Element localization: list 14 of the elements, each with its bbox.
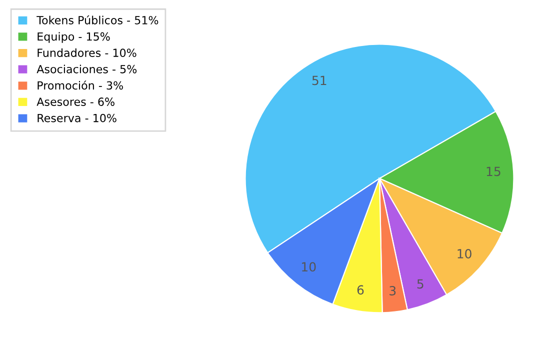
data-label: 10 [458,249,472,258]
legend-label: Asociaciones - 5% [36,64,137,74]
data-label: 10 [302,262,316,272]
data-label: 51 [312,76,326,86]
legend-label: Reserva - 10% [38,114,116,122]
data-label: 15 [486,166,500,176]
legend-label: Asesores - 6% [36,98,114,106]
data-label: 6 [357,285,364,295]
legend-label: Promoción - 3% [38,80,123,90]
data-label: 3 [390,286,396,296]
legend-label: Tokens Públicos - 51% [36,15,158,24]
legend-label: Fundadores - 10% [38,48,136,58]
legend-label: Equipo - 15% [38,32,110,43]
data-label: 5 [417,279,424,289]
